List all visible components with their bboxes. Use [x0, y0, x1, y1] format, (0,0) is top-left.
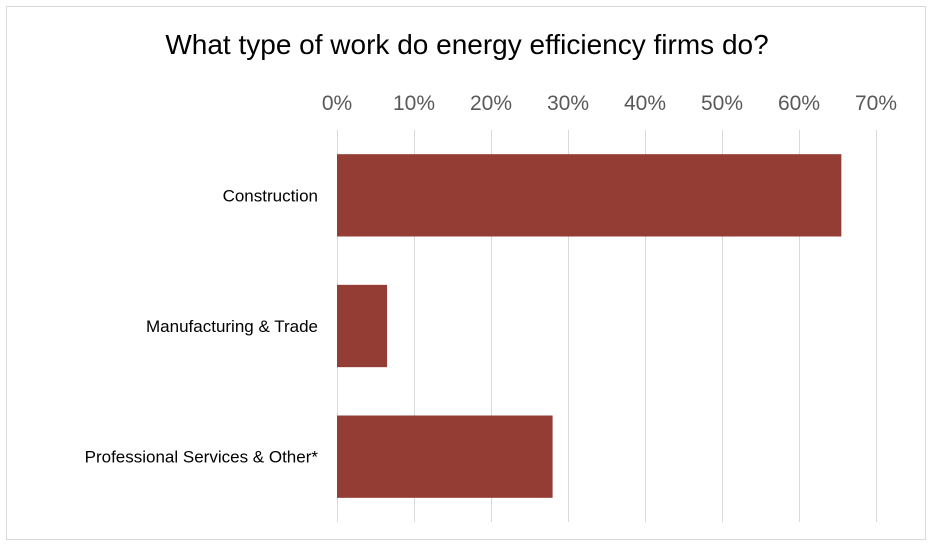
category-label: Construction [223, 186, 318, 205]
bar-construction [337, 154, 842, 237]
x-tick-label: 40% [624, 92, 666, 115]
x-axis-tick-labels: 0% 10% 20% 30% 40% 50% 60% 70% [322, 92, 897, 115]
x-tick-label: 60% [778, 92, 820, 115]
category-label: Manufacturing & Trade [146, 317, 318, 336]
bar-manufacturing-trade [337, 284, 388, 368]
x-tick-label: 70% [855, 92, 897, 115]
category-label: Professional Services & Other* [85, 448, 319, 467]
x-tick-label: 50% [701, 92, 743, 115]
chart-title: What type of work do energy efficiency f… [165, 29, 769, 60]
x-tick-label: 10% [393, 92, 435, 115]
x-tick-label: 0% [322, 92, 352, 115]
x-tick-label: 30% [547, 92, 589, 115]
bars [337, 154, 842, 498]
y-axis-category-labels: Construction Manufacturing & Trade Profess… [85, 186, 319, 466]
bar-professional-services-other [337, 415, 553, 498]
x-tick-label: 20% [470, 92, 512, 115]
